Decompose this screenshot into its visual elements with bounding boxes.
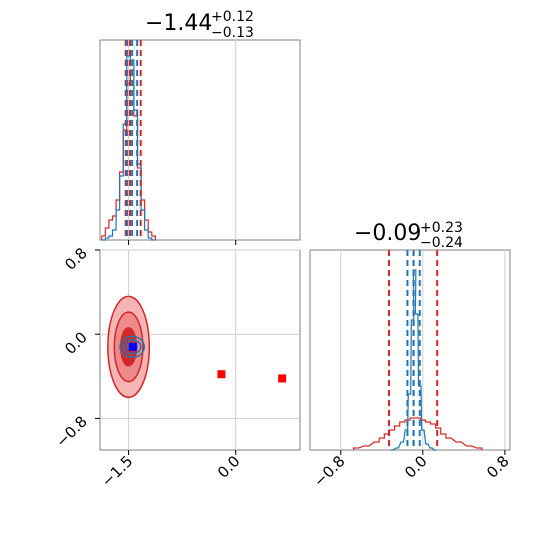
x-tick-label: 0.0 xyxy=(401,452,431,482)
x-tick-label: −1.5 xyxy=(98,452,136,490)
joint-contour-panel xyxy=(95,249,301,455)
title-upper: +0.23 xyxy=(420,220,463,236)
title-upper: +0.12 xyxy=(211,9,254,25)
marginal-x-histogram-panel xyxy=(99,39,301,245)
title-value: −0.09 xyxy=(354,221,421,246)
red-histogram xyxy=(352,417,483,450)
title-value: −1.44 xyxy=(145,11,212,36)
marginal-y-histogram-panel xyxy=(309,249,511,455)
blue-histogram xyxy=(101,55,156,241)
blue-square-marker xyxy=(128,342,137,351)
marginal-x-title: −1.44 +0.12 −0.13 xyxy=(145,9,254,41)
title-lower: −0.13 xyxy=(211,25,254,41)
y-tick-label: −0.8 xyxy=(52,413,90,451)
red-histogram xyxy=(101,69,156,240)
blue-contour xyxy=(119,335,146,359)
blue-contour xyxy=(122,339,142,355)
y-tick-label: 0.8 xyxy=(61,244,91,274)
x-tick-label: −0.8 xyxy=(310,452,348,490)
title-lower: −0.24 xyxy=(420,235,463,251)
blue-histogram xyxy=(390,269,437,451)
red-square-marker xyxy=(278,374,287,383)
x-tick-label: 0.0 xyxy=(214,452,244,482)
marginal-y-title: −0.09 +0.23 −0.24 xyxy=(354,220,463,251)
red-square-marker xyxy=(217,370,226,379)
y-tick-label: 0.0 xyxy=(61,328,91,358)
x-tick-label: 0.8 xyxy=(483,452,513,482)
